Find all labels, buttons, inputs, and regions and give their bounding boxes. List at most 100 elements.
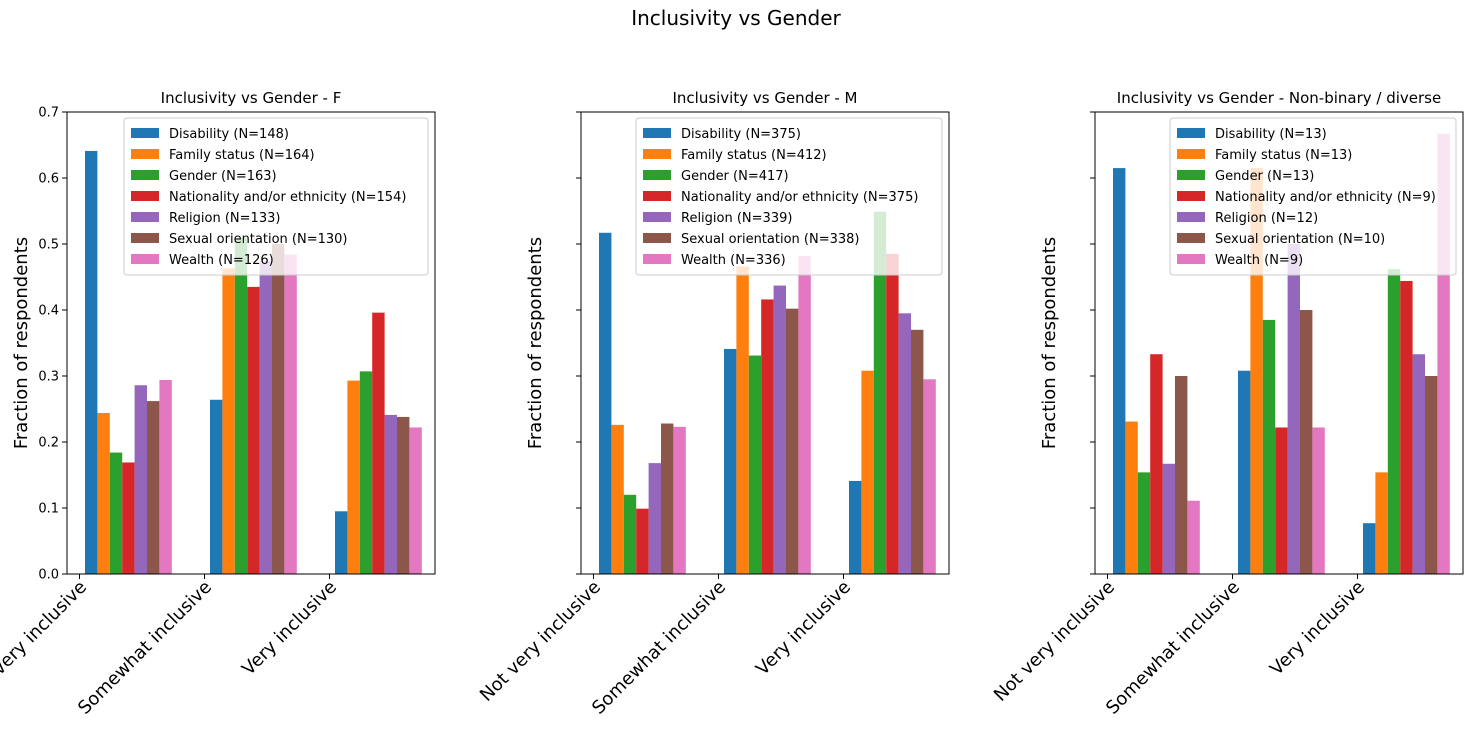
legend-label: Family status (N=164) [169,148,315,163]
bar [1113,168,1126,574]
bar [1137,472,1151,574]
bar [923,379,936,574]
legend-swatch [131,191,159,201]
legend-label: Sexual orientation (N=10) [1215,232,1385,247]
x-tick-label: Very inclusive [238,577,341,680]
legend-swatch [1177,233,1205,243]
legend-box [1169,117,1457,276]
y-tick-label: 0.4 [38,304,59,319]
bar [636,508,649,574]
bar [1150,354,1163,574]
legend-label: Family status (N=412) [681,148,827,163]
y-axis-label: Fraction of respondents [525,237,546,449]
bar [1175,376,1188,574]
bar [849,480,862,574]
bar [898,313,911,574]
legend-swatch [1177,170,1205,180]
x-tick-label: Not very inclusive [990,577,1119,706]
bar [1125,421,1138,574]
subplot-title: Inclusivity vs Gender - M [672,89,857,107]
bar [861,370,874,574]
legend-label: Nationality and/or ethnicity (N=9) [1215,190,1436,205]
bar [1238,370,1251,574]
bar [1287,244,1300,574]
bar [335,511,348,574]
bar [736,266,749,574]
bar [1387,269,1401,574]
legend: Disability (N=375) Family status (N=412) G… [635,117,943,276]
legend-label: Family status (N=13) [1215,148,1352,163]
bar [85,150,98,574]
legend-swatch [643,149,671,159]
x-tick-label: Somewhat inclusive [1102,577,1244,719]
x-tick-label: Not very inclusive [476,577,605,706]
bar [97,412,110,574]
legend-swatch [643,191,671,201]
subplot-title: Inclusivity vs Gender - Non-binary / div… [1117,89,1441,107]
bar [234,238,248,574]
legend-label: Nationality and/or ethnicity (N=375) [681,190,918,205]
legend-swatch [643,233,671,243]
bar [761,299,774,574]
bar [384,414,397,574]
legend-swatch [1177,212,1205,222]
bar [359,371,373,574]
legend-label: Disability (N=13) [1215,127,1327,142]
subplot-3: Inclusivity vs Gender - Non-binary / div… [990,89,1464,719]
bar [147,401,160,574]
bar [773,285,786,574]
bar [1300,310,1313,574]
legend: Disability (N=148) Family status (N=164) G… [123,117,429,276]
y-tick-label: 0.6 [38,172,59,187]
bar [724,348,737,574]
bar [886,253,899,574]
legend-label: Gender (N=163) [169,169,277,184]
y-tick-label: 0.0 [38,568,59,583]
x-tick-label: Somewhat inclusive [74,577,216,719]
figure-title: Inclusivity vs Gender [631,6,841,30]
bar [1375,472,1388,574]
x-tick-label: Very inclusive [1266,577,1369,680]
bar [873,211,887,574]
legend-swatch [1177,128,1205,138]
x-tick-label: Not very inclusive [0,577,91,706]
bar [786,308,799,574]
x-tick-label: Somewhat inclusive [588,577,730,719]
bar [1262,319,1276,574]
subplot-title: Inclusivity vs Gender - F [161,89,342,107]
legend-label: Gender (N=417) [681,169,789,184]
legend-box [635,117,943,276]
legend: Disability (N=13) Family status (N=13) Gen… [1169,117,1457,276]
bar [272,244,285,574]
legend-label: Sexual orientation (N=130) [169,232,347,247]
y-tick-label: 0.7 [38,106,59,121]
bar [372,312,385,574]
legend-swatch [131,149,159,159]
legend-label: Disability (N=148) [169,127,289,142]
legend-label: Wealth (N=126) [169,253,274,268]
bar [259,261,272,574]
plot-frame [66,111,436,575]
legend-swatch [131,170,159,180]
bar [397,416,410,574]
bar [798,255,811,574]
legend-swatch [643,212,671,222]
legend-box [123,117,429,276]
legend-label: Wealth (N=9) [1215,253,1303,268]
bar [623,494,637,574]
bar [134,385,147,574]
legend-label: Wealth (N=336) [681,253,786,268]
legend-swatch [1177,191,1205,201]
y-axis-label: Fraction of respondents [1039,237,1060,449]
bar [1412,354,1425,574]
bar [210,399,223,574]
bar [1312,427,1325,574]
bar [409,427,422,574]
y-tick-label: 0.3 [38,370,59,385]
subplot-2: Inclusivity vs Gender - M Fraction of res… [476,89,950,719]
legend-label: Nationality and/or ethnicity (N=154) [169,190,406,205]
legend-label: Religion (N=339) [681,211,792,226]
legend-swatch [643,128,671,138]
bar [347,380,360,574]
